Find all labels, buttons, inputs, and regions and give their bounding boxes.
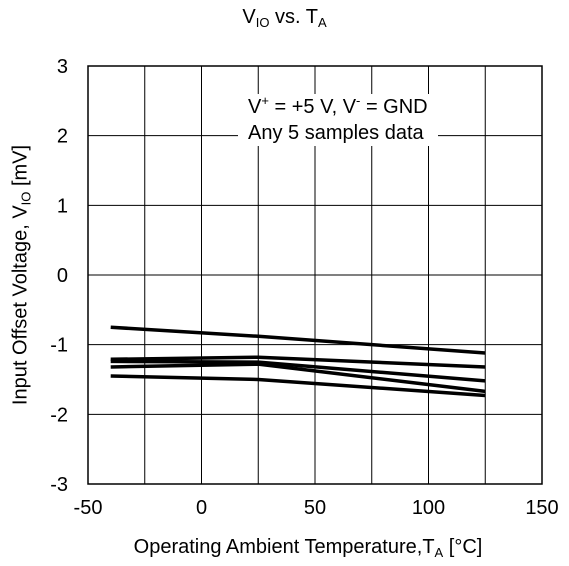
series-line-5 — [110, 374, 486, 398]
series-line-2 — [110, 355, 486, 369]
x-tick-label: 100 — [412, 497, 445, 519]
x-axis-label: Operating Ambient Temperature,TA [°C] — [133, 536, 483, 560]
conditions-annotation: V+ = +5 V, V- = GND Any 5 samples data — [238, 94, 438, 146]
x-tick-label: 150 — [525, 497, 558, 519]
series-line-3 — [110, 359, 486, 383]
plot-frame — [87, 65, 543, 485]
y-tick-label: 1 — [57, 195, 68, 217]
series-lines — [110, 325, 486, 398]
y-tick-label: 3 — [57, 56, 68, 78]
y-tick-label: -2 — [50, 404, 68, 426]
tick-labels: -50 0 50 100 150 -3 -2 -1 0 1 2 3 — [50, 56, 558, 519]
annotation-line-1: V+ = +5 V, V- = GND — [248, 93, 428, 118]
y-tick-label: 0 — [57, 265, 68, 287]
series-line-4 — [110, 362, 486, 394]
chart-title: VIO vs. TA — [242, 6, 327, 30]
series-line-1 — [110, 325, 486, 355]
x-tick-label: 50 — [304, 497, 326, 519]
y-axis-label: Input Offset Voltage, VIO [mV] — [9, 144, 34, 406]
annotation-line-2: Any 5 samples data — [248, 122, 424, 144]
x-tick-label: 0 — [196, 497, 207, 519]
y-tick-label: -1 — [50, 335, 68, 357]
y-tick-label: 2 — [57, 126, 68, 148]
x-tick-label: -50 — [74, 497, 103, 519]
y-tick-label: -3 — [50, 474, 68, 496]
